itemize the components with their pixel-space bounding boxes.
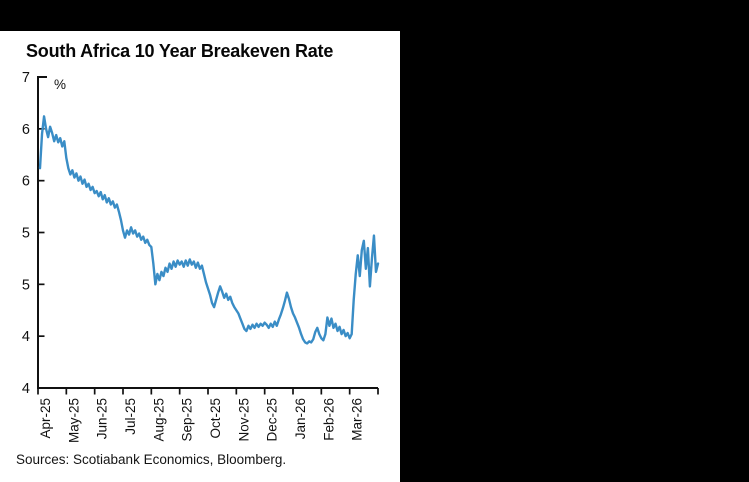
x-tick-label: Jun-25 [95, 398, 110, 439]
top-bar [0, 0, 749, 31]
chart-title: South Africa 10 Year Breakeven Rate [26, 41, 334, 61]
breakeven-rate-line [38, 115, 380, 345]
y-tick-label: 6 [22, 122, 30, 138]
y-tick-label: 7 [22, 70, 30, 86]
chart-source-note: Sources: Scotiabank Economics, Bloomberg… [16, 452, 287, 467]
chart-panel: 7 6 6 5 5 4 4 Apr-25 May-25 Jun-25 Jul-25 Aug-25 Sep… [0, 31, 400, 482]
x-tick-label: Dec-25 [265, 398, 280, 442]
y-tick-label: 5 [22, 277, 30, 293]
y-tick-label: 6 [22, 174, 30, 190]
x-tick-label: Feb-26 [321, 398, 336, 441]
x-tick-label: Sep-25 [180, 398, 195, 442]
x-tick-label: May-25 [66, 398, 81, 443]
x-tick-label: Oct-25 [208, 398, 223, 439]
y-axis-unit-label: % [54, 77, 66, 92]
x-tick-label: Aug-25 [151, 398, 166, 442]
x-tick-label: Jul-25 [123, 398, 138, 435]
x-tick-label: Nov-25 [236, 398, 251, 442]
x-tick-label: Apr-25 [38, 398, 53, 439]
y-tick-label: 4 [22, 329, 30, 345]
y-tick-label: 5 [22, 226, 30, 242]
y-tick-label: 4 [22, 381, 30, 397]
x-tick-label: Jan-26 [293, 398, 308, 439]
breakeven-line-chart: 7 6 6 5 5 4 4 Apr-25 May-25 Jun-25 Jul-25 Aug-25 Sep… [22, 70, 380, 443]
x-tick-label: Mar-26 [350, 398, 365, 441]
